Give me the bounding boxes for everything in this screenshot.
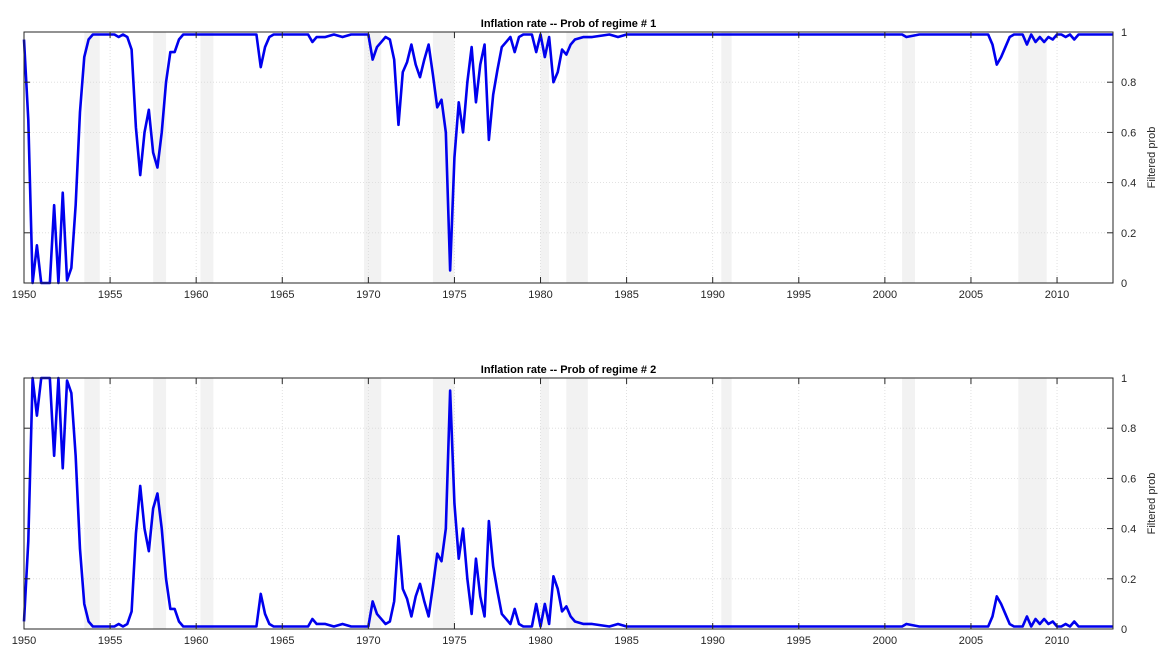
x-tick-label: 1955 — [98, 635, 122, 647]
shaded-period — [540, 378, 550, 629]
x-tick-label: 2000 — [873, 289, 897, 301]
shaded-period — [1018, 378, 1047, 629]
y-tick-label: 1 — [1121, 27, 1127, 39]
series-line-1 — [22, 376, 1113, 628]
x-tick-label: 1980 — [528, 635, 552, 647]
x-tick-label: 1995 — [787, 635, 811, 647]
y-tick-label: 0.4 — [1121, 524, 1136, 536]
shaded-period — [1018, 32, 1047, 283]
x-tick-label: 1950 — [12, 289, 36, 301]
x-tick-label: 1975 — [442, 635, 466, 647]
y-axis-label: Filtered prob — [1146, 473, 1158, 535]
x-tick-label: 1960 — [184, 289, 208, 301]
x-tick-label: 1985 — [614, 635, 638, 647]
x-tick-label: 1970 — [356, 289, 380, 301]
x-tick-label: 1965 — [270, 289, 294, 301]
shaded-period — [540, 32, 550, 283]
shaded-period — [721, 378, 732, 629]
chart-title: Inflation rate -- Prob of regime # 1 — [481, 18, 656, 30]
shaded-period — [566, 32, 588, 283]
y-tick-label: 0 — [1121, 278, 1127, 290]
shaded-period — [902, 378, 915, 629]
x-tick-label: 1990 — [700, 289, 724, 301]
x-tick-label: 1960 — [184, 635, 208, 647]
x-tick-label: 1990 — [700, 635, 724, 647]
shaded-period — [566, 378, 588, 629]
series-line-1 — [22, 33, 1113, 285]
chart-panel-1: 1950 1955 1960 1965 1970 1975 1980 1985 1990 1995… — [12, 18, 1158, 301]
axes-frame — [23, 31, 1114, 284]
axes-frame — [23, 377, 1114, 630]
chart-panel-2: 1950 1955 1960 1965 1970 1975 1980 1985 1990 1995… — [12, 364, 1158, 647]
shaded-period — [84, 378, 100, 629]
shaded-period — [200, 32, 214, 283]
x-tick-label: 2005 — [959, 635, 983, 647]
shaded-period — [364, 32, 382, 283]
x-tick-label: 1950 — [12, 635, 36, 647]
x-tick-label: 1975 — [442, 289, 466, 301]
x-tick-label: 1970 — [356, 635, 380, 647]
x-tick-label: 1980 — [528, 289, 552, 301]
y-tick-label: 0.8 — [1121, 423, 1136, 435]
y-tick-label: 0.6 — [1121, 127, 1136, 139]
x-tick-label: 2005 — [959, 289, 983, 301]
x-tick-label: 1955 — [98, 289, 122, 301]
chart-title: Inflation rate -- Prob of regime # 2 — [481, 364, 656, 376]
y-tick-label: 0.2 — [1121, 228, 1136, 240]
shaded-period — [721, 32, 732, 283]
y-tick-label: 0.6 — [1121, 473, 1136, 485]
y-tick-label: 0 — [1121, 624, 1127, 636]
x-tick-label: 1985 — [614, 289, 638, 301]
y-axis-label: Filtered prob — [1146, 127, 1158, 189]
y-tick-label: 0.8 — [1121, 77, 1136, 89]
x-tick-label: 2010 — [1045, 289, 1069, 301]
x-tick-label: 2010 — [1045, 635, 1069, 647]
shaded-period — [902, 32, 915, 283]
x-tick-label: 1995 — [787, 289, 811, 301]
y-tick-label: 1 — [1121, 373, 1127, 385]
shaded-period — [84, 32, 100, 283]
y-tick-label: 0.2 — [1121, 574, 1136, 586]
y-tick-label: 0.4 — [1121, 178, 1136, 190]
shaded-period — [200, 378, 214, 629]
x-tick-label: 2000 — [873, 635, 897, 647]
x-tick-label: 1965 — [270, 635, 294, 647]
shaded-period — [364, 378, 382, 629]
